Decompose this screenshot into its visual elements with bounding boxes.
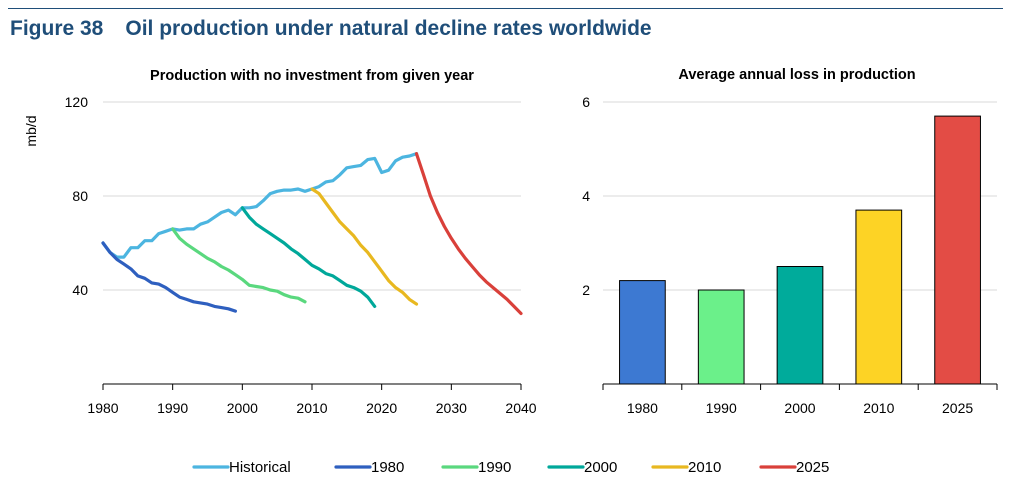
right-x-tick-label: 2025 bbox=[942, 400, 973, 416]
right-axes: 2 4 6 1980 1990 2000 2010 2025 bbox=[582, 94, 998, 416]
bar-1980 bbox=[619, 280, 666, 385]
left-x-tick-label: 2040 bbox=[505, 400, 536, 416]
left-x-tick-label: 2030 bbox=[436, 400, 467, 416]
right-plot bbox=[619, 115, 981, 385]
bar-2010 bbox=[855, 209, 903, 385]
right-y-tick-label: 2 bbox=[582, 282, 590, 298]
series-line-1990 bbox=[171, 227, 307, 304]
series-line-1980 bbox=[101, 241, 237, 313]
left-y-tick-label: 120 bbox=[65, 94, 89, 110]
legend-label: Historical bbox=[229, 459, 291, 476]
left-x-tick-label: 2020 bbox=[366, 400, 397, 416]
right-x-tick-label: 1990 bbox=[706, 400, 737, 416]
right-y-tick-label: 4 bbox=[582, 188, 590, 204]
left-grid bbox=[103, 101, 521, 291]
left-chart-title: Production with no investment from given… bbox=[150, 68, 474, 84]
right-x-tick-label: 2000 bbox=[784, 400, 815, 416]
left-plot bbox=[101, 152, 523, 316]
right-y-tick-label: 6 bbox=[582, 94, 590, 110]
top-rule bbox=[8, 8, 1003, 9]
left-x-tick-label: 1990 bbox=[157, 400, 188, 416]
legend-label: 1990 bbox=[478, 459, 511, 476]
series-line-2010 bbox=[310, 187, 419, 306]
left-y-tick-label: 40 bbox=[72, 282, 88, 298]
bar-1990 bbox=[697, 289, 745, 385]
left-y-tick-label: 80 bbox=[72, 188, 88, 204]
right-x-tick-label: 2010 bbox=[863, 400, 894, 416]
bar-2000 bbox=[776, 266, 824, 385]
left-y-axis-label: mb/d bbox=[23, 115, 39, 146]
series-line-historical bbox=[101, 152, 419, 259]
left-x-tick-label: 2010 bbox=[296, 400, 327, 416]
right-x-tick-label: 1980 bbox=[627, 400, 658, 416]
legend: Historical 1980 1990 2000 2010 2025 bbox=[192, 459, 829, 476]
left-x-tick-label: 1980 bbox=[87, 400, 118, 416]
legend-label: 2025 bbox=[796, 459, 829, 476]
bar-2025 bbox=[934, 115, 981, 385]
legend-label: 1980 bbox=[371, 459, 404, 476]
figure-title-text: Oil production under natural decline rat… bbox=[125, 17, 652, 40]
legend-label: 2010 bbox=[688, 459, 721, 476]
figure-number: Figure 38 bbox=[10, 17, 104, 40]
legend-label: 2000 bbox=[584, 459, 617, 476]
series-line-2000 bbox=[240, 206, 377, 308]
figure-title: Figure 38 Oil production under natural de… bbox=[10, 17, 652, 41]
left-axes: 40 80 120 1980 1990 2000 2010 2020 2030 2040 bbox=[65, 94, 537, 416]
right-chart-title: Average annual loss in production bbox=[678, 67, 915, 83]
left-x-tick-label: 2000 bbox=[227, 400, 258, 416]
series-line-2025 bbox=[414, 152, 523, 316]
